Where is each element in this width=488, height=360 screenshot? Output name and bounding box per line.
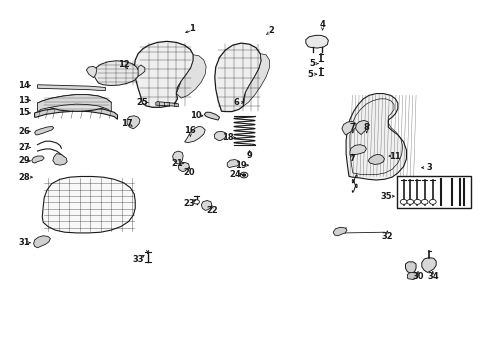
Text: 6: 6 [233, 98, 239, 107]
Polygon shape [35, 107, 117, 119]
Text: 19: 19 [235, 161, 246, 170]
Polygon shape [405, 262, 415, 274]
Polygon shape [178, 162, 189, 171]
Polygon shape [86, 66, 97, 78]
Polygon shape [127, 116, 140, 129]
Polygon shape [341, 122, 356, 135]
Circle shape [413, 199, 420, 204]
Text: 35: 35 [380, 192, 391, 201]
Polygon shape [355, 121, 368, 135]
Polygon shape [38, 95, 111, 112]
Circle shape [240, 172, 247, 178]
Text: 13: 13 [18, 96, 30, 105]
Text: 24: 24 [228, 170, 240, 179]
Polygon shape [214, 43, 261, 112]
Text: 5: 5 [307, 70, 313, 79]
Text: 16: 16 [184, 126, 196, 135]
Polygon shape [349, 145, 366, 156]
Polygon shape [53, 154, 67, 165]
Text: 21: 21 [171, 158, 183, 167]
Polygon shape [367, 154, 384, 165]
Circle shape [193, 200, 199, 204]
Bar [396, 176, 470, 208]
Text: 7: 7 [349, 123, 355, 132]
Polygon shape [407, 273, 417, 279]
Text: 32: 32 [381, 232, 392, 241]
Text: 34: 34 [426, 272, 438, 281]
Text: 23: 23 [183, 199, 195, 208]
Circle shape [406, 199, 413, 204]
Text: 17: 17 [121, 119, 133, 128]
Polygon shape [332, 227, 346, 236]
Polygon shape [38, 85, 105, 90]
Polygon shape [214, 131, 226, 140]
Text: 11: 11 [388, 152, 400, 161]
Polygon shape [421, 258, 435, 273]
Polygon shape [346, 94, 406, 180]
Polygon shape [35, 126, 54, 135]
Text: 14: 14 [18, 81, 30, 90]
Text: 1: 1 [188, 24, 194, 33]
Polygon shape [38, 95, 111, 111]
Polygon shape [227, 159, 239, 168]
Text: 9: 9 [246, 151, 252, 160]
Text: 12: 12 [118, 60, 129, 69]
Text: 27: 27 [18, 143, 30, 152]
Circle shape [242, 174, 245, 176]
Text: 8: 8 [363, 123, 369, 132]
Polygon shape [172, 151, 183, 164]
Text: 33: 33 [132, 255, 143, 264]
Text: 4: 4 [319, 20, 325, 29]
Text: 5: 5 [309, 59, 315, 68]
Text: 2: 2 [267, 26, 273, 35]
Circle shape [428, 199, 435, 204]
Text: 15: 15 [18, 108, 30, 117]
Text: 29: 29 [18, 157, 30, 166]
Polygon shape [138, 65, 144, 76]
Polygon shape [204, 112, 219, 120]
Polygon shape [42, 176, 135, 233]
Circle shape [399, 199, 406, 204]
Text: 7: 7 [349, 154, 355, 163]
Text: 30: 30 [411, 272, 423, 281]
Polygon shape [156, 102, 178, 107]
Polygon shape [305, 35, 328, 48]
Text: 22: 22 [205, 206, 217, 215]
Polygon shape [243, 54, 269, 106]
Text: 26: 26 [18, 127, 30, 136]
Circle shape [421, 199, 427, 204]
Text: 25: 25 [136, 98, 148, 107]
Polygon shape [32, 156, 44, 163]
Text: 10: 10 [189, 111, 201, 120]
Text: 28: 28 [18, 173, 30, 182]
Text: 3: 3 [425, 163, 431, 172]
Polygon shape [93, 61, 139, 85]
Polygon shape [134, 41, 193, 107]
Polygon shape [184, 126, 205, 143]
Text: 20: 20 [183, 168, 195, 177]
Text: 31: 31 [18, 238, 30, 247]
Polygon shape [201, 201, 211, 210]
Text: 18: 18 [222, 133, 234, 142]
Polygon shape [176, 55, 206, 98]
Polygon shape [34, 236, 50, 248]
